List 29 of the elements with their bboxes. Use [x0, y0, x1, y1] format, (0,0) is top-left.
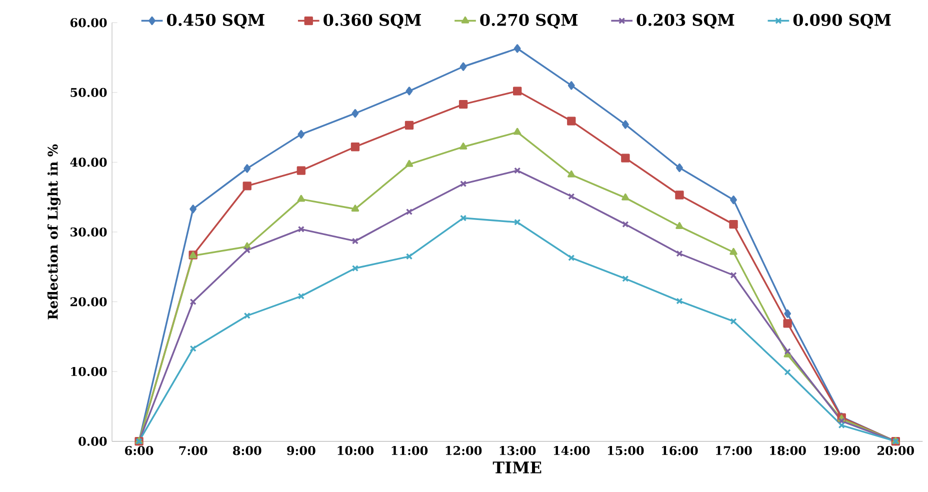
- x-tick-label: 10:00: [338, 446, 374, 456]
- x-tick-label: 12:00: [446, 446, 482, 456]
- x-tick-label: 16:00: [662, 446, 698, 456]
- y-tick-label: 10.00: [71, 367, 107, 376]
- legend-label: 0.270 SQM: [480, 14, 578, 29]
- x-tick-label: 15:00: [608, 446, 644, 456]
- x-tick-label: 17:00: [716, 446, 752, 456]
- y-tick-label: 40.00: [70, 158, 107, 167]
- x-tick-label: 13:00: [500, 446, 536, 456]
- x-tick-label: 14:00: [554, 446, 590, 456]
- y-axis-title: Reflection of Light in %: [47, 144, 61, 320]
- x-tick-label: 8:00: [233, 446, 262, 456]
- legend-label: 0.360 SQM: [324, 14, 421, 29]
- x-tick-label: 9:00: [287, 446, 316, 456]
- x-tick-label: 20:00: [878, 446, 914, 456]
- y-tick-label: 60.00: [70, 18, 107, 28]
- legend-label: 0.450 SQM: [166, 14, 264, 29]
- x-tick-label: 18:00: [770, 446, 806, 456]
- x-tick-label: 6:00: [125, 446, 154, 456]
- y-tick-label: 50.00: [70, 88, 107, 97]
- x-tick-label: 7:00: [179, 446, 208, 456]
- legend-label: 0.090 SQM: [793, 14, 891, 29]
- y-tick-label: 20.00: [70, 297, 107, 306]
- x-axis-title: TIME: [492, 462, 542, 474]
- x-tick-label: 11:00: [392, 446, 428, 456]
- x-tick-label: 19:00: [824, 446, 860, 456]
- y-tick-label: 30.00: [70, 227, 107, 237]
- y-tick-label: 0.00: [78, 436, 107, 446]
- legend-label: 0.203 SQM: [636, 14, 734, 29]
